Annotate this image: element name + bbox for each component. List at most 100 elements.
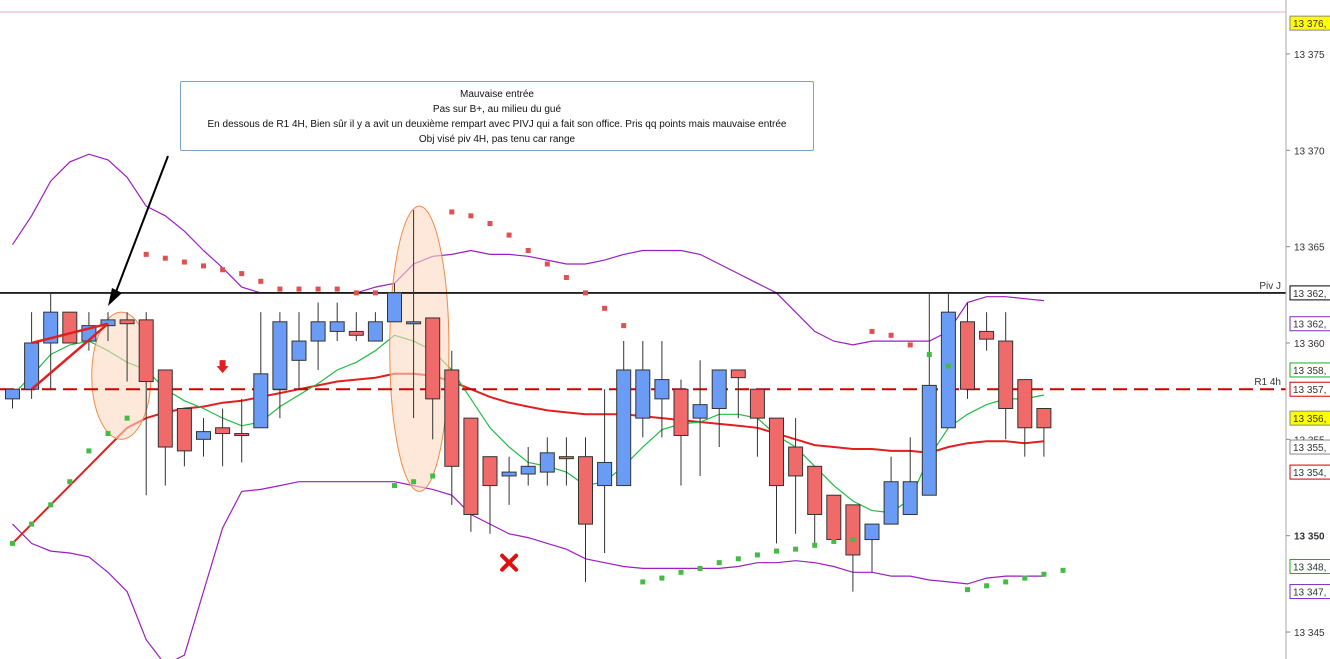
sar-dot [10, 540, 15, 546]
sar-dot [888, 332, 894, 338]
candle-body [138, 319, 154, 383]
sar-dot [907, 342, 913, 348]
bollinger-bands [11, 153, 1044, 659]
candle-body [960, 321, 975, 390]
sar-dot [201, 263, 206, 269]
annotation-line-3: En dessous de R1 4H, Bien sûr il y a avi… [207, 119, 787, 130]
price-badge-label: 13 362, [1293, 320, 1326, 331]
annotation-line-2: Pas sur B+, au milieu du gué [432, 104, 562, 115]
sar-dot [697, 565, 703, 571]
candle-body [215, 427, 231, 435]
sar-dot [1003, 579, 1009, 585]
sar-dot [468, 213, 474, 219]
sar-dot [926, 352, 932, 358]
candle-body [100, 319, 116, 327]
signal-markers [216, 360, 519, 572]
price-badge [1289, 285, 1330, 301]
candle-body [558, 456, 574, 460]
price-badges: 13 376, 13 362, 13 362, 13 358, 13 357, 13 35… [1289, 15, 1330, 600]
sar-dot [315, 286, 321, 292]
sar-dot [239, 271, 245, 277]
sar-dot [487, 221, 493, 227]
level-label-2: R1 4h [1254, 377, 1281, 388]
sar-dot [754, 552, 760, 558]
candle-body [845, 504, 861, 556]
parabolic-sar-dots [10, 209, 1066, 593]
candle-body [62, 311, 78, 344]
highlight-ellipses [91, 205, 450, 492]
axis-tick-label: 13 360 [1294, 339, 1325, 350]
candle-body [196, 431, 211, 440]
axis-tick-label: 13 345 [1294, 628, 1325, 639]
sar-dot [411, 479, 417, 485]
sar-dot [1060, 567, 1066, 573]
highlight-ellipse-2 [389, 205, 450, 492]
sar-dot [124, 415, 130, 421]
axis-tick-label: 13 370 [1294, 146, 1325, 157]
sar-dot [372, 290, 378, 296]
candle-body [157, 369, 173, 448]
price-badge-label: 13 354, [1293, 468, 1326, 479]
sar-dot [506, 232, 512, 238]
sar-dot [984, 583, 990, 589]
sar-dot [563, 274, 569, 280]
price-badge-label: 13 362, [1293, 289, 1326, 300]
candle-body [520, 465, 536, 475]
candle-body [730, 369, 746, 379]
price-badge [1289, 439, 1330, 455]
sar-dot [86, 448, 92, 454]
candle-body [310, 321, 326, 342]
candle-body [597, 461, 613, 487]
candle-body [826, 494, 842, 541]
candle-body [253, 373, 269, 429]
candle-body [940, 311, 956, 429]
sar-dot [430, 473, 436, 479]
sar-dot [965, 587, 970, 593]
level-label-1: Piv J [1259, 281, 1281, 292]
candle-body [24, 342, 40, 390]
sar-dot [735, 556, 741, 562]
sar-dot [1041, 571, 1047, 577]
candle-body [425, 317, 441, 400]
sar-dot [945, 363, 951, 369]
sar-dot [258, 278, 264, 284]
sar-dot [602, 305, 608, 311]
candle-body [807, 465, 823, 515]
candle-body [578, 456, 593, 525]
cross-icon [500, 553, 519, 572]
sar-dot [181, 259, 187, 265]
sar-dot [812, 542, 818, 548]
price-badge [1289, 464, 1330, 480]
candle-body [43, 311, 59, 344]
price-badge [1289, 362, 1330, 378]
sar-dot [277, 286, 283, 292]
candle-body [979, 330, 995, 340]
sar-dot [1022, 575, 1028, 581]
sar-dot [296, 286, 302, 292]
annotation-box[interactable]: Mauvaise entrée Pas sur B+, au milieu du… [180, 81, 814, 151]
trendline-bottom [30, 322, 109, 391]
price-badge-label: 13 348, [1293, 563, 1326, 574]
sar-dot [678, 569, 684, 575]
sar-dot [525, 247, 531, 253]
sar-dot [48, 502, 54, 508]
candlesticks [5, 210, 1052, 592]
price-badge-label: 13 357, [1293, 385, 1326, 396]
candle-body [463, 417, 479, 515]
candle-body [921, 384, 937, 496]
candle-body [692, 404, 708, 419]
candle-body [711, 369, 727, 410]
candle-body [902, 481, 918, 515]
candle-body [291, 340, 307, 361]
candle-body [749, 388, 765, 419]
bollinger-upper-line [11, 153, 1044, 346]
sar-dot [353, 290, 359, 296]
candle-body [539, 452, 555, 473]
price-badge [1289, 15, 1330, 31]
price-badge [1289, 381, 1330, 397]
candle-body [616, 369, 632, 487]
price-badge [1289, 316, 1330, 332]
price-badge-label: 13 358, [1293, 366, 1326, 377]
candle-body [501, 471, 517, 477]
